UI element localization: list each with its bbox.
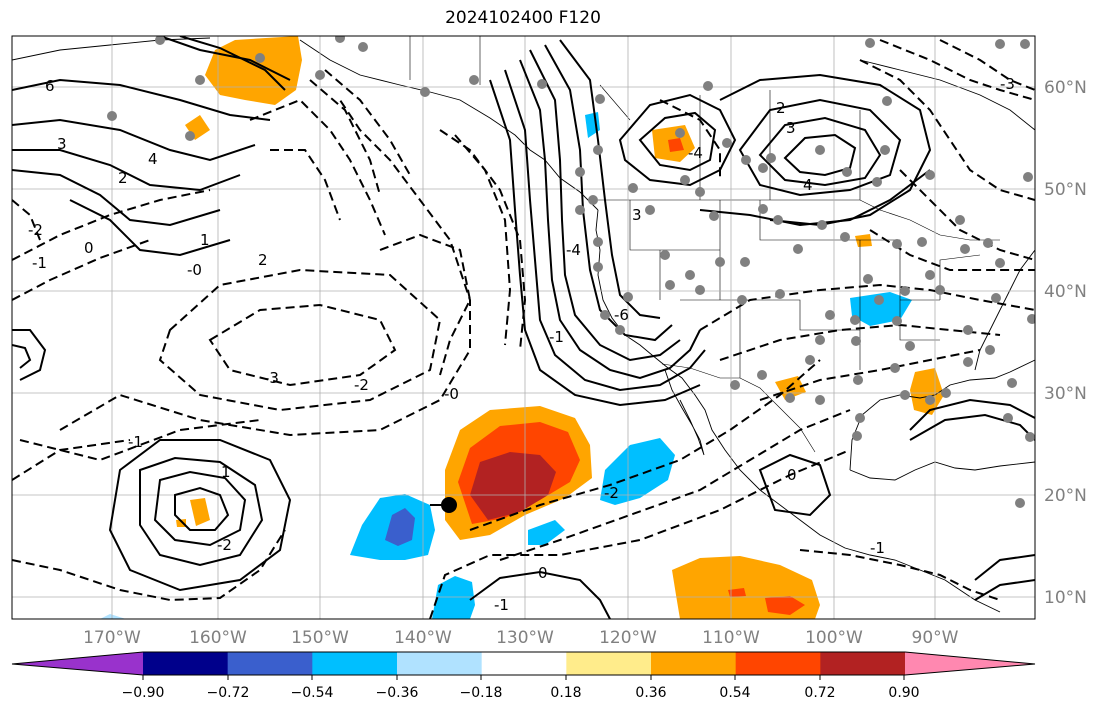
station-markers <box>107 36 1035 508</box>
lat-tick-label: 40°N <box>1044 282 1087 302</box>
contour-label: 2 <box>258 251 268 269</box>
contour-label: -2 <box>604 484 619 502</box>
lat-tick-label: 50°N <box>1044 180 1087 200</box>
contour-label: -1 <box>32 254 47 272</box>
contour-label: 4 <box>803 176 813 194</box>
shade-blue-west-dark <box>385 508 415 546</box>
contour-layer <box>12 36 1035 619</box>
contour-label: -0 <box>444 385 459 403</box>
contour-label: 4 <box>148 150 158 168</box>
colorbar-tick-label: −0.90 <box>122 685 165 701</box>
contour-label: -3 <box>264 369 279 387</box>
contour-labels: 6 3 2 4 -2 -1 0 -0 1 2 -3 -2 -1 -0 -1 0 … <box>28 75 1015 614</box>
lon-tick-label: 140°W <box>394 628 452 648</box>
border-us-mexico <box>661 363 816 453</box>
shade-blue-south <box>432 576 475 619</box>
colorbar-tick-label: −0.54 <box>291 685 334 701</box>
contour-label: 0 <box>787 466 797 484</box>
lat-axis: 60°N 50°N 40°N 30°N 20°N 10°N <box>1044 78 1087 608</box>
lon-tick-label: 150°W <box>291 628 349 648</box>
lat-tick-label: 60°N <box>1044 78 1087 98</box>
colorbar-tick-label: −0.36 <box>376 685 419 701</box>
colorbar-tick-label: 0.90 <box>888 685 919 701</box>
colorbar-tick-label: −0.18 <box>460 685 503 701</box>
contour-label: 1 <box>221 463 231 481</box>
colorbar-segment <box>735 652 821 675</box>
lon-tick-label: 100°W <box>805 628 863 648</box>
colorbar-segment <box>481 652 567 675</box>
colorbar-extend-low <box>12 652 143 675</box>
lon-tick-label: 110°W <box>702 628 760 648</box>
contour-label: -1 <box>870 539 885 557</box>
shade-hawaii-small <box>176 519 186 527</box>
shade-corner-blue <box>100 614 126 619</box>
lat-tick-label: 10°N <box>1044 588 1087 608</box>
colorbar-segment <box>651 652 737 675</box>
shade-gulf-orange <box>910 368 944 415</box>
lon-tick-label: 130°W <box>496 628 554 648</box>
contour-label: -2 <box>217 536 232 554</box>
lat-tick-label: 30°N <box>1044 384 1087 404</box>
contour-label: 1 <box>200 231 210 249</box>
shade-texas-orange <box>775 376 806 400</box>
contour-label: 0 <box>84 239 94 257</box>
contour-label: -2 <box>28 221 43 239</box>
contour-label: -4 <box>566 241 581 259</box>
contour-label: 3 <box>57 135 67 153</box>
contour-label: -0 <box>187 261 202 279</box>
colorbar-tick-label: −0.72 <box>207 685 250 701</box>
shade-south-red <box>765 596 805 615</box>
shade-hawaii-orange <box>190 498 210 526</box>
colorbar-segment <box>820 652 906 675</box>
contour-label: -1 <box>549 328 564 346</box>
shade-plains-orange <box>855 234 872 247</box>
lon-tick-label: 160°W <box>189 628 247 648</box>
contour-label: -4 <box>688 144 703 162</box>
colorbar-segments <box>12 652 1035 675</box>
lon-axis: 170°W 160°W 150°W 140°W 130°W 120°W 110°… <box>83 628 959 648</box>
colorbar-extend-high <box>905 652 1035 675</box>
colorbar: −0.90 −0.72 −0.54 −0.36 −0.18 0.18 0.36 … <box>11 651 1036 701</box>
contour-label: 6 <box>45 77 55 95</box>
coast-canada-north <box>859 59 1035 131</box>
colorbar-tick-label: 0.36 <box>635 685 666 701</box>
shade-south-red2 <box>728 588 746 597</box>
colorbar-segment <box>312 652 398 675</box>
border-provinces <box>409 36 861 200</box>
shade-blue-mexico <box>600 438 675 505</box>
colorbar-segment <box>143 652 229 675</box>
contour-label: 2 <box>118 169 128 187</box>
colorbar-tick-label: 0.54 <box>719 685 750 701</box>
contour-label: 3 <box>786 119 796 137</box>
colorbar-segment <box>397 652 483 675</box>
contour-label: -3 <box>1000 75 1015 93</box>
map-panel: 6 3 2 4 -2 -1 0 -0 1 2 -3 -2 -1 -0 -1 0 … <box>12 36 1035 619</box>
lat-tick-label: 20°N <box>1044 486 1087 506</box>
colorbar-tick-label: 0.72 <box>804 685 835 701</box>
contours-negative <box>12 39 1035 619</box>
contour-label: -1 <box>494 596 509 614</box>
colorbar-tick-label: 0.18 <box>550 685 581 701</box>
shade-pacific-darkred <box>470 452 556 520</box>
lon-tick-label: 90°W <box>912 628 959 648</box>
colorbar-tick-labels: −0.90 −0.72 −0.54 −0.36 −0.18 0.18 0.36 … <box>122 685 920 701</box>
contour-label: -1 <box>128 433 143 451</box>
map-title: 2024102400 F120 <box>445 8 601 28</box>
shade-blue-small <box>528 520 565 545</box>
colorbar-segment <box>566 652 652 675</box>
map-frame <box>11 35 1036 620</box>
contour-label: 0 <box>538 564 548 582</box>
contour-label: -6 <box>614 306 629 324</box>
coast-west <box>595 209 1001 613</box>
colorbar-segment <box>227 652 313 675</box>
contour-label: 3 <box>632 206 642 224</box>
contours-positive <box>12 36 1035 619</box>
colorbar-ticks <box>142 675 905 680</box>
lon-tick-label: 120°W <box>599 628 657 648</box>
contour-label: 2 <box>776 99 786 117</box>
shade-bc-red <box>668 138 684 152</box>
lon-tick-label: 170°W <box>83 628 141 648</box>
contour-label: -2 <box>354 376 369 394</box>
